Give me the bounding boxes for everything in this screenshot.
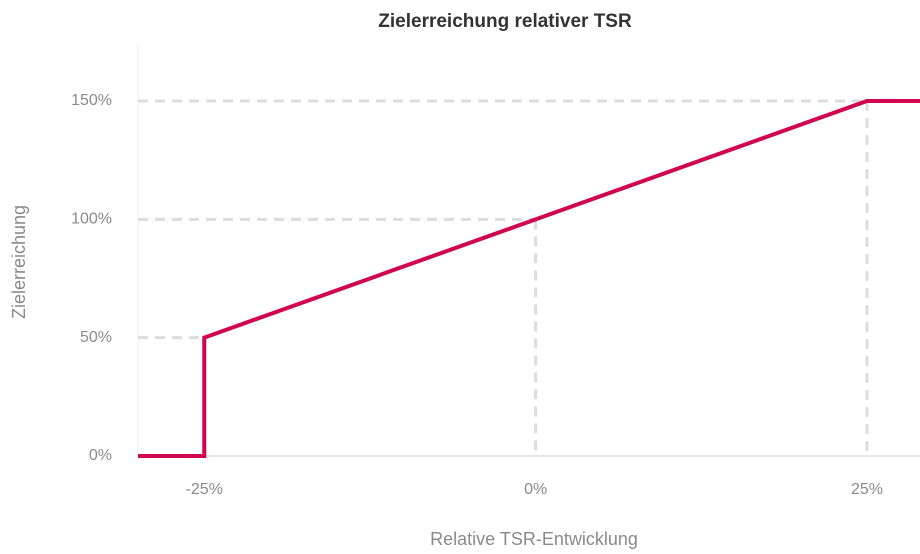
x-tick-label: 25% [851,481,883,498]
y-tick-label: 150% [71,92,112,109]
chart-title: Zielerreichung relativer TSR [378,11,632,32]
y-tick-label: 50% [80,329,112,346]
x-tick-label: -25% [186,481,223,498]
y-axis-label: Zielerreichung [9,205,29,319]
y-tick-label: 0% [89,447,112,464]
x-tick-label: 0% [524,481,547,498]
data-line [138,99,920,458]
y-tick-label: 100% [71,211,112,228]
x-axis-label: Relative TSR-Entwicklung [430,529,638,549]
